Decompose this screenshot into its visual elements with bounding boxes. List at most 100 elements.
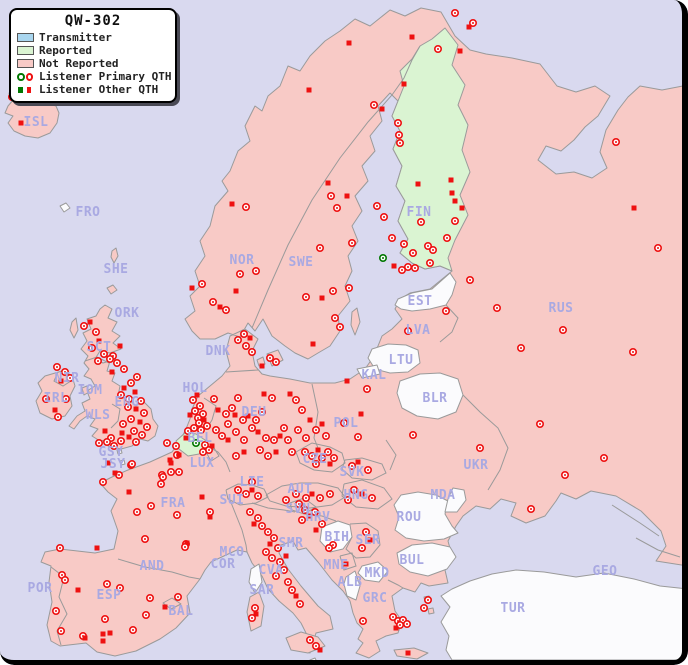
listener-other-qth-marker: [313, 527, 319, 533]
country-border-line-26: [611, 504, 660, 537]
listener-primary-qth-marker: [127, 378, 136, 387]
listener-primary-qth-marker: [287, 585, 296, 594]
country-label-LVA: LVA: [406, 323, 431, 338]
country-label-IOM: IOM: [78, 383, 103, 398]
listener-primary-qth-marker: [300, 505, 309, 514]
listener-primary-qth-marker: [293, 425, 302, 434]
listener-primary-qth-marker: [236, 269, 245, 278]
listener-other-qth-marker: [449, 190, 455, 196]
listener-primary-qth-marker: [203, 421, 212, 430]
listener-primary-qth-marker-green: [192, 438, 201, 447]
listener-other-qth-marker: [233, 288, 239, 294]
listener-primary-qth-marker: [324, 543, 333, 552]
listener-primary-qth-marker: [120, 364, 129, 373]
country-label-SCT: SCT: [87, 340, 112, 355]
listener-primary-qth-marker: [232, 451, 241, 460]
country-label-SVK: SVK: [340, 465, 365, 480]
listener-other-qth-marker: [162, 604, 168, 610]
listener-primary-qth-marker: [222, 305, 231, 314]
listener-primary-qth-marker: [291, 395, 300, 404]
country-label-IRL: IRL: [44, 391, 69, 406]
listener-other-qth-marker: [317, 647, 323, 653]
listener-primary-qth-marker: [92, 327, 101, 336]
listener-primary-qth-marker: [300, 447, 309, 456]
listener-other-qth-marker: [310, 341, 316, 347]
listener-primary-qth-marker: [294, 499, 303, 508]
listener-primary-qth-marker: [428, 246, 437, 255]
listener-other-qth-marker: [631, 205, 637, 211]
listener-primary-qth-marker: [248, 423, 257, 432]
listener-other-qth-marker: [355, 459, 361, 465]
listener-primary-qth-marker: [295, 599, 304, 608]
listener-primary-qth-marker: [310, 507, 319, 516]
listener-other-qth-marker: [251, 521, 257, 527]
listener-other-qth-marker: [94, 545, 100, 551]
country-label-BAL: BAL: [169, 604, 194, 619]
listener-primary-qth-marker: [224, 419, 233, 428]
listener-other-qth-marker: [187, 412, 193, 418]
listener-primary-qth-marker: [267, 393, 276, 402]
listener-primary-qth-marker: [53, 412, 62, 421]
country-border-line-8: [225, 483, 269, 506]
country-label-ENG: ENG: [115, 395, 140, 410]
listener-primary-qth-marker: [240, 329, 249, 338]
listener-other-qth-marker: [241, 449, 247, 455]
country-label-SHE: SHE: [104, 262, 129, 277]
listener-primary-qth-marker: [301, 433, 310, 442]
listener-primary-qth-marker: [88, 343, 97, 352]
country-border-line-4: [225, 369, 259, 373]
listener-other-qth-marker: [75, 587, 81, 593]
listener-other-qth-marker: [58, 378, 64, 384]
listener-primary-qth-marker: [297, 405, 306, 414]
listener-primary-qth-marker: [267, 553, 276, 562]
listener-primary-qth-marker: [307, 451, 316, 460]
listener-primary-qth-marker: [199, 409, 208, 418]
listener-primary-qth-marker: [372, 202, 381, 211]
listener-primary-qth-marker: [283, 435, 292, 444]
listener-primary-qth-marker: [343, 495, 352, 504]
country-border-line-10: [251, 502, 296, 513]
listener-other-qth-marker: [117, 343, 123, 349]
listener-other-qth-marker: [199, 494, 205, 500]
country-label-FRO: FRO: [76, 205, 101, 220]
listener-primary-qth-marker: [526, 504, 535, 513]
legend-title: QW-302: [64, 13, 122, 29]
country-region-LTU: [367, 343, 421, 374]
listener-primary-qth-marker: [287, 447, 296, 456]
country-region-FRO: [59, 202, 71, 213]
listener-other-qth-marker: [245, 413, 251, 419]
country-border-line-11: [295, 442, 346, 473]
country-label-MCO: MCO: [220, 545, 245, 560]
listener-other-qth-marker: [184, 540, 190, 546]
listener-primary-qth-marker: [257, 521, 266, 530]
listener-primary-qth-marker: [100, 349, 109, 358]
country-border-line-14: [341, 457, 387, 481]
listener-markers-layer: [8, 9, 662, 656]
listener-primary-qth-marker: [252, 415, 261, 424]
listener-other-qth-marker: [267, 541, 273, 547]
listener-other-qth-marker: [133, 406, 139, 412]
listener-primary-qth-marker: [271, 357, 280, 366]
country-label-ESP: ESP: [97, 588, 122, 603]
listener-other-qth-marker: [249, 487, 255, 493]
listener-other-qth-marker: [176, 452, 182, 458]
listener-primary-qth-marker-green: [378, 254, 387, 263]
listener-primary-qth-marker: [163, 438, 172, 447]
country-label-POR: POR: [28, 581, 53, 596]
circle-red-icon: [25, 72, 33, 81]
listener-primary-qth-marker: [347, 239, 356, 248]
listener-other-qth-marker: [201, 417, 207, 423]
listener-primary-qth-marker: [197, 425, 206, 434]
listener-other-qth-marker: [126, 489, 132, 495]
listener-primary-qth-marker: [234, 393, 243, 402]
country-region-KAL: [356, 364, 381, 379]
listener-other-qth-marker: [215, 407, 221, 413]
listener-primary-qth-marker: [103, 437, 112, 446]
country-label-JSY: JSY: [101, 457, 126, 472]
listener-primary-qth-marker: [279, 565, 288, 574]
listener-primary-qth-marker: [110, 441, 119, 450]
country-region-TUR: [440, 569, 688, 661]
listener-other-qth-marker: [358, 411, 364, 417]
listener-primary-qth-marker: [257, 407, 266, 416]
